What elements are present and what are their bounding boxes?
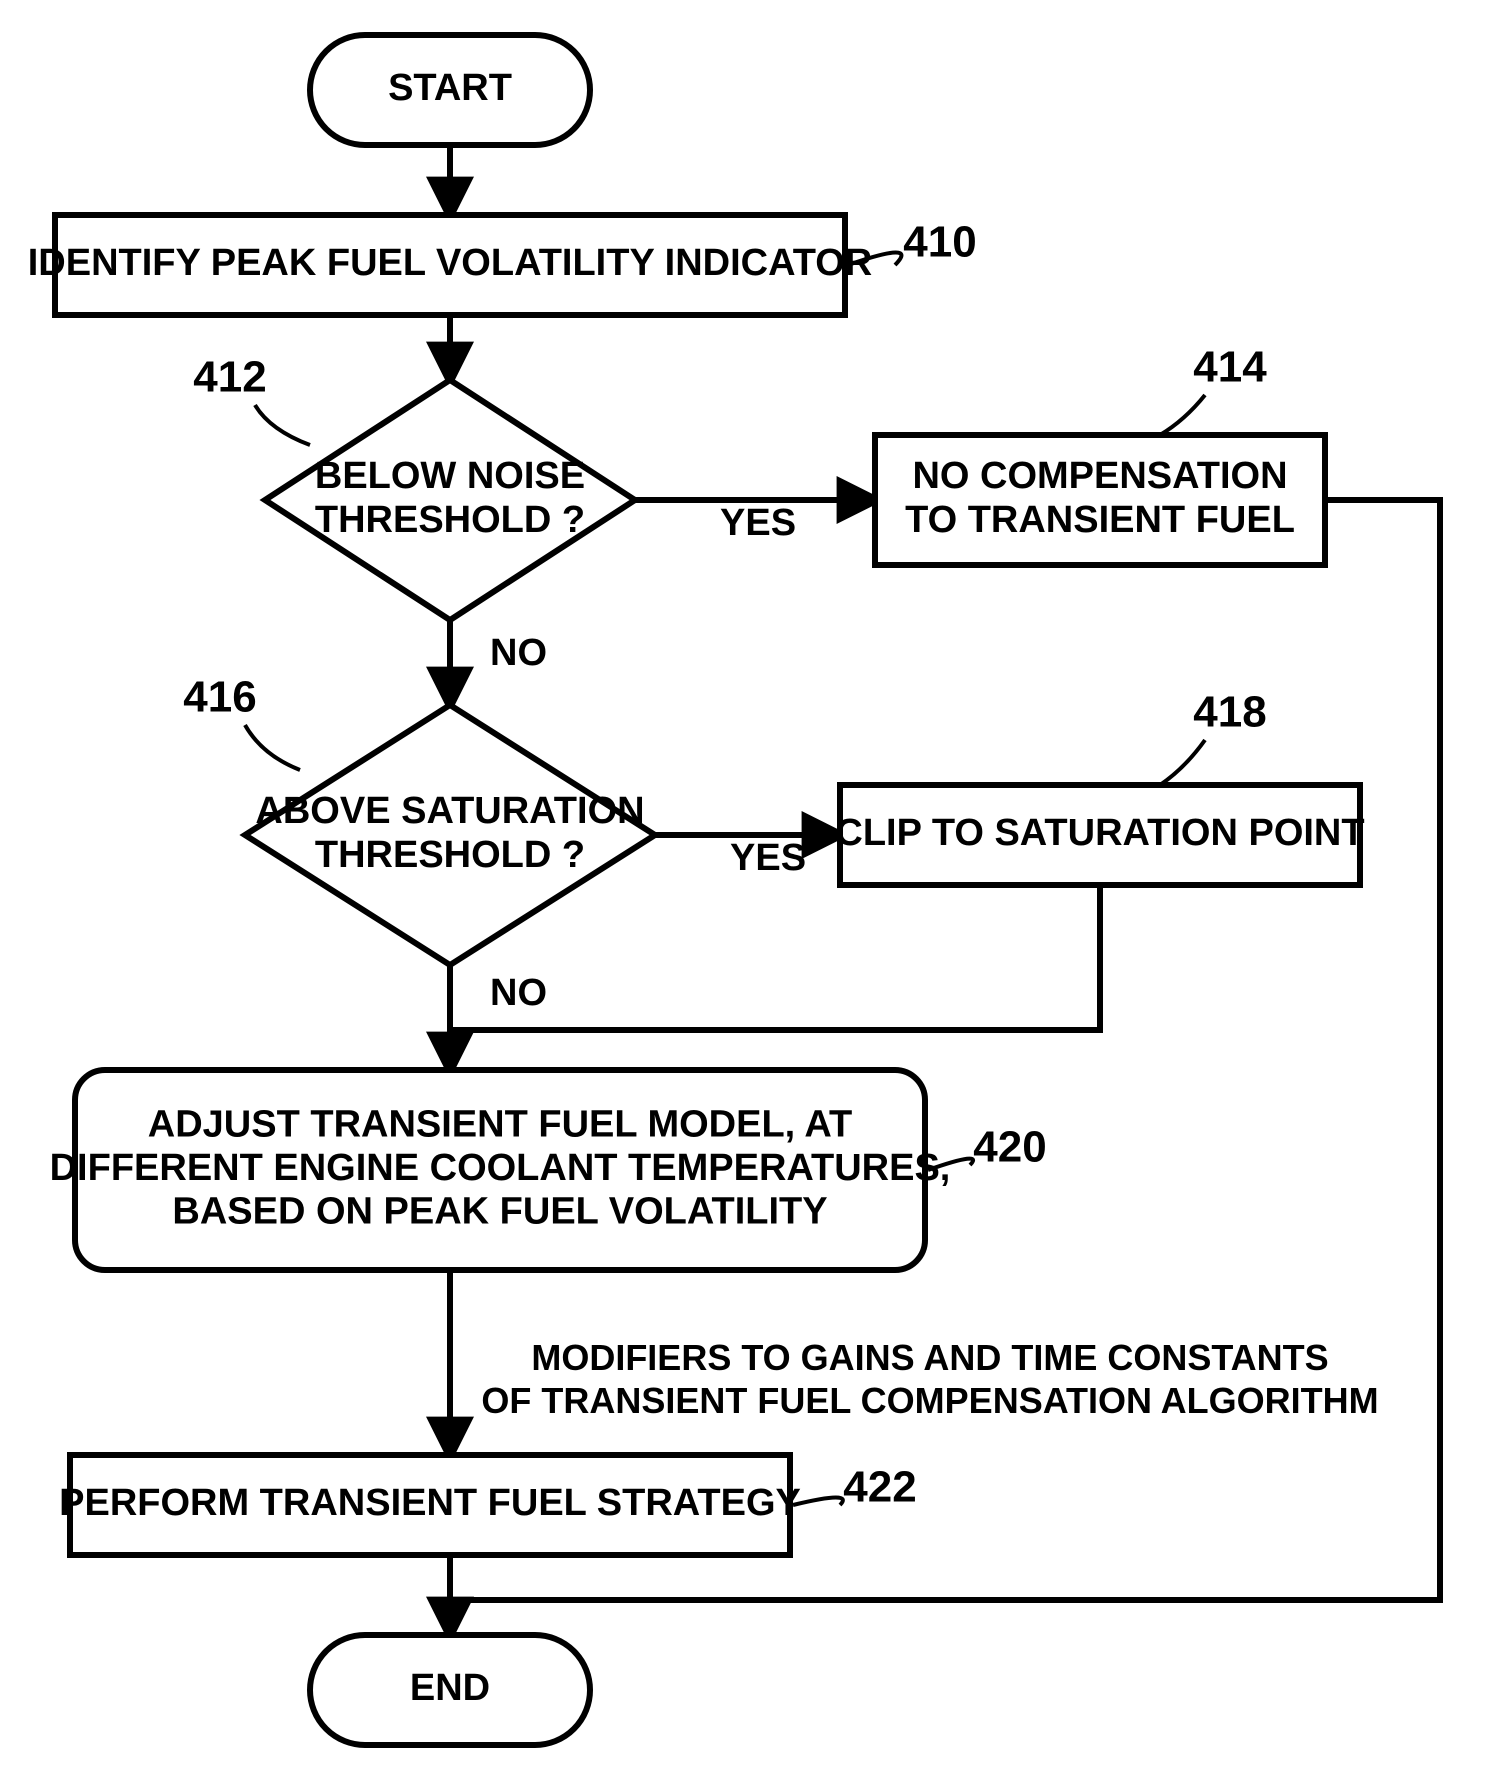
ref-l412: 412 bbox=[193, 353, 266, 402]
annot-modifiers-1: OF TRANSIENT FUEL COMPENSATION ALGORITHM bbox=[481, 1380, 1378, 1421]
node-d416: ABOVE SATURATIONTHRESHOLD ? bbox=[245, 705, 655, 965]
svg-text:DIFFERENT ENGINE COOLANT TEMPE: DIFFERENT ENGINE COOLANT TEMPERATURES, bbox=[50, 1147, 951, 1189]
node-n414: NO COMPENSATIONTO TRANSIENT FUEL bbox=[875, 435, 1325, 565]
svg-text:TO TRANSIENT FUEL: TO TRANSIENT FUEL bbox=[905, 499, 1295, 541]
node-n418: CLIP TO SATURATION POINT bbox=[835, 785, 1364, 885]
svg-text:IDENTIFY PEAK FUEL VOLATILITY: IDENTIFY PEAK FUEL VOLATILITY INDICATOR bbox=[28, 242, 873, 284]
leader-l416 bbox=[245, 725, 300, 770]
svg-text:CLIP TO SATURATION POINT: CLIP TO SATURATION POINT bbox=[835, 812, 1364, 854]
ref-l410: 410 bbox=[903, 218, 976, 267]
ref-l420: 420 bbox=[973, 1123, 1046, 1172]
svg-text:THRESHOLD ?: THRESHOLD ? bbox=[315, 499, 585, 541]
svg-text:THRESHOLD ?: THRESHOLD ? bbox=[315, 834, 585, 876]
node-start: START bbox=[310, 35, 590, 145]
ref-l414: 414 bbox=[1193, 343, 1267, 392]
svg-text:BASED ON PEAK FUEL VOLATILITY: BASED ON PEAK FUEL VOLATILITY bbox=[172, 1191, 827, 1233]
ref-l422: 422 bbox=[843, 1463, 916, 1512]
edge-label-e_416_420: NO bbox=[490, 972, 547, 1014]
edge-label-e_412_416: NO bbox=[490, 632, 547, 674]
svg-text:PERFORM TRANSIENT FUEL STRATEG: PERFORM TRANSIENT FUEL STRATEGY bbox=[59, 1482, 801, 1524]
leader-l418 bbox=[1160, 740, 1205, 785]
edge-e_418_join bbox=[450, 885, 1100, 1030]
svg-text:NO COMPENSATION: NO COMPENSATION bbox=[912, 455, 1287, 497]
node-d412: BELOW NOISETHRESHOLD ? bbox=[265, 380, 635, 620]
node-end: END bbox=[310, 1635, 590, 1745]
edge-label-e_412_414: YES bbox=[720, 502, 796, 544]
ref-l416: 416 bbox=[183, 673, 256, 722]
svg-text:END: END bbox=[410, 1667, 490, 1709]
node-n422: PERFORM TRANSIENT FUEL STRATEGY bbox=[59, 1455, 801, 1555]
leader-l414 bbox=[1160, 395, 1205, 435]
node-n410: IDENTIFY PEAK FUEL VOLATILITY INDICATOR bbox=[28, 215, 873, 315]
annotations: MODIFIERS TO GAINS AND TIME CONSTANTSOF … bbox=[481, 1337, 1378, 1421]
svg-text:ABOVE SATURATION: ABOVE SATURATION bbox=[255, 790, 644, 832]
leader-l412 bbox=[255, 405, 310, 445]
edge-label-e_416_418: YES bbox=[730, 837, 806, 879]
node-n420: ADJUST TRANSIENT FUEL MODEL, ATDIFFERENT… bbox=[50, 1070, 951, 1270]
svg-text:ADJUST TRANSIENT FUEL MODEL, A: ADJUST TRANSIENT FUEL MODEL, AT bbox=[148, 1103, 852, 1145]
svg-text:START: START bbox=[388, 67, 512, 109]
edge-e_414_end bbox=[450, 500, 1440, 1600]
annot-modifiers-0: MODIFIERS TO GAINS AND TIME CONSTANTS bbox=[531, 1337, 1328, 1378]
ref-l418: 418 bbox=[1193, 688, 1266, 737]
nodes: START IDENTIFY PEAK FUEL VOLATILITY INDIC… bbox=[28, 35, 1365, 1745]
svg-text:BELOW NOISE: BELOW NOISE bbox=[315, 455, 585, 497]
